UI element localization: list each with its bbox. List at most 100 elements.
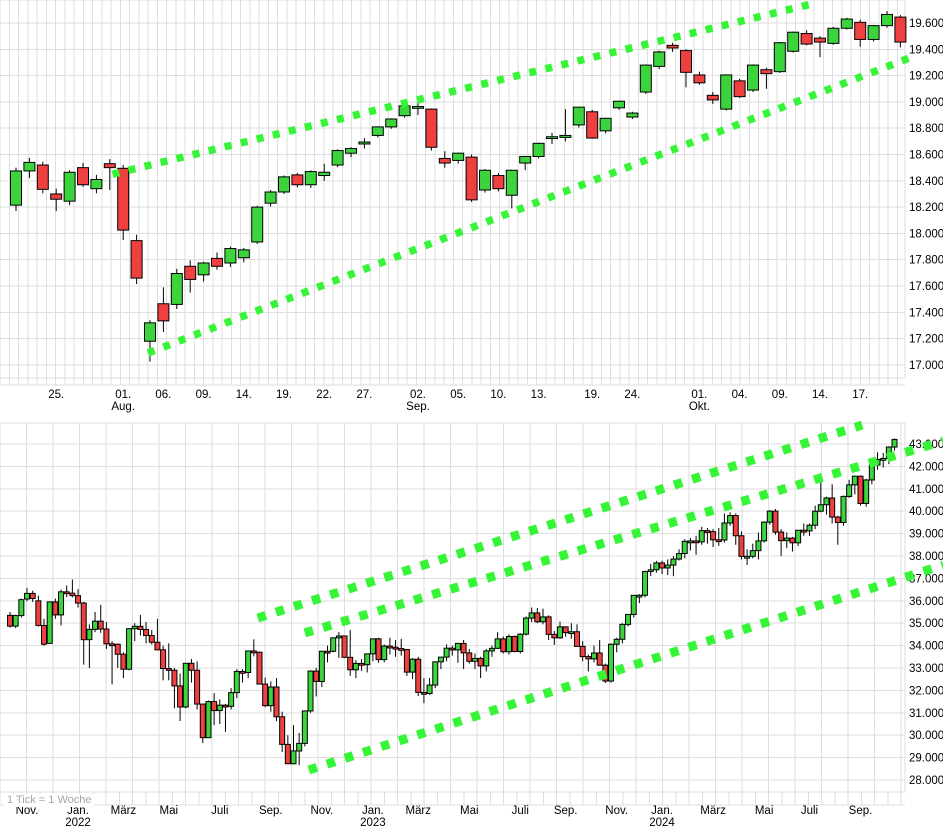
candle-up — [519, 155, 532, 164]
x-axis-tick-label: 17. — [852, 389, 868, 401]
candle-down — [438, 157, 451, 164]
candle-up — [381, 645, 388, 661]
candle-down — [157, 303, 170, 322]
candle-down — [829, 497, 836, 518]
candle-up — [228, 692, 235, 707]
candle-down — [834, 516, 841, 523]
candle-down — [262, 683, 269, 707]
candle-down — [80, 602, 87, 641]
candle-down — [715, 539, 722, 543]
x-axis-tick-label: Juli — [211, 805, 228, 817]
candle-down — [596, 652, 603, 666]
candle-series — [7, 438, 898, 766]
candle-up — [817, 504, 824, 512]
candle-up — [619, 623, 626, 640]
y-axis-tick-label: 37.000 — [909, 573, 943, 585]
candle-up — [90, 178, 103, 190]
candle-up — [625, 613, 632, 625]
trend-lines — [111, 0, 912, 357]
y-axis-tick-label: 36.000 — [909, 596, 943, 608]
candle-down — [50, 193, 63, 200]
candle-down — [492, 175, 505, 190]
x-axis-tick-label: Sep. — [554, 805, 578, 817]
candle-up — [318, 171, 331, 177]
candle-up — [18, 599, 25, 617]
candle-up — [494, 638, 501, 649]
x-axis-tick-label: Mai — [159, 805, 178, 817]
candle-down — [534, 612, 541, 623]
trend-line[interactable] — [146, 54, 912, 357]
candle-down — [97, 620, 104, 630]
candle-up — [642, 571, 649, 596]
candle-up — [471, 657, 478, 662]
candle-up — [237, 249, 250, 259]
x-axis-tick-label: Sep. — [849, 805, 873, 817]
candle-up — [881, 13, 893, 27]
candle-up — [358, 141, 371, 145]
candle-up — [233, 670, 240, 694]
candle-up — [664, 564, 671, 569]
candle-down — [545, 616, 552, 635]
y-axis-tick-label: 33.000 — [909, 663, 943, 675]
candle-up — [432, 661, 439, 686]
candle-down — [392, 646, 399, 650]
candle-down — [63, 591, 70, 595]
x-axis-tick-label: Sep. — [259, 805, 283, 817]
x-axis-tick-label: 05. — [450, 389, 466, 401]
candle-down — [239, 670, 246, 674]
candle-down — [710, 531, 717, 541]
candle-down — [585, 656, 592, 660]
candle-down — [250, 650, 257, 654]
y-axis-tick-label: 29.000 — [909, 753, 943, 765]
candle-down — [706, 94, 719, 101]
y-axis-tick-label: 18.600 — [909, 150, 943, 162]
candle-up — [647, 569, 654, 573]
x-axis-tick-label: Jan. — [651, 805, 673, 817]
candle-up — [126, 628, 133, 670]
trend-line[interactable] — [307, 560, 943, 775]
y-axis-tick-label: 40.000 — [909, 506, 943, 518]
grid — [0, 422, 906, 806]
candle-down — [103, 163, 116, 169]
candle-down — [114, 643, 121, 655]
candle-down — [466, 652, 473, 662]
candle-up — [766, 510, 773, 523]
candle-up — [795, 529, 802, 544]
candle-up — [352, 662, 359, 671]
weekly-candlestick-chart-canvas[interactable]: 43.00042.00041.00040.00039.00038.00037.0… — [0, 413, 943, 838]
y-axis-tick-label: 30.000 — [909, 730, 943, 742]
candle-up — [483, 650, 490, 667]
trend-line[interactable] — [111, 0, 813, 178]
candle-down — [284, 743, 291, 765]
candle-down — [659, 562, 666, 569]
candle-up — [426, 684, 433, 694]
daily-candlestick-chart-canvas[interactable]: 19.600 19.400 19.200 19.000 18.800 18.600 18.4… — [0, 0, 943, 413]
candle-up — [205, 701, 212, 739]
x-axis-tick-label: 24. — [624, 389, 640, 401]
y-axis-tick-label: 17.800 — [909, 255, 943, 267]
candle-up — [613, 638, 620, 645]
candle-down — [109, 643, 116, 647]
candle-up — [863, 479, 870, 504]
x-axis-tick-label: Nov. — [605, 805, 628, 817]
candle-down — [666, 44, 679, 49]
candle-up — [369, 638, 376, 655]
y-axis-tick-label: 19.000 — [909, 97, 943, 109]
candle-down — [772, 510, 779, 533]
candle-up — [488, 647, 495, 652]
trend-line[interactable] — [303, 436, 943, 638]
candle-up — [251, 206, 264, 243]
y-axis-tick-label: 18.400 — [909, 176, 943, 188]
x-axis-tick-label: Juli — [512, 805, 529, 817]
candle-down — [586, 111, 599, 139]
candle-up — [747, 64, 759, 91]
candle-down — [69, 592, 76, 597]
y-axis-tick-label: 17.600 — [909, 281, 943, 293]
candle-up — [46, 601, 53, 644]
candle-down — [148, 635, 155, 643]
candle-down — [415, 658, 422, 693]
candle-up — [92, 620, 99, 630]
x-axis-tick-label: 27. — [356, 389, 372, 401]
x-axis-tick-label: Mai — [460, 805, 479, 817]
x-axis-tick-label: 09. — [196, 389, 212, 401]
